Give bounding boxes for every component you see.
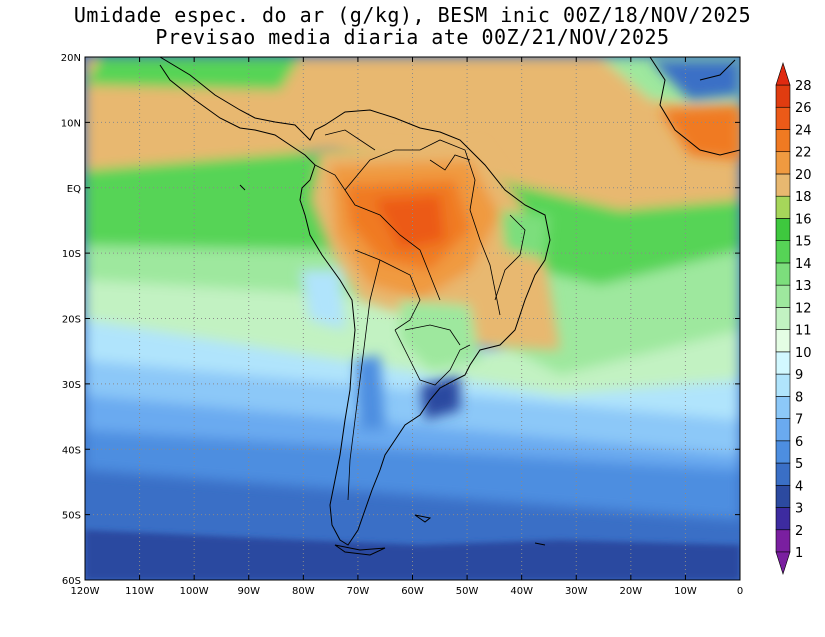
lon-label: 0 (737, 586, 743, 597)
colorbar-segment (775, 84, 791, 108)
colorbar-segment (775, 195, 791, 219)
colorbar-segment (775, 129, 791, 153)
colorbar-segment (775, 396, 791, 419)
lat-label: 50S (62, 511, 81, 522)
colorbar-label: 20 (795, 168, 812, 183)
lon-label: 20W (620, 586, 643, 597)
colorbar-label: 24 (795, 123, 812, 138)
colorbar-segment (775, 329, 791, 353)
colorbar-label: 28 (795, 79, 812, 94)
colorbar-segment (775, 484, 791, 508)
colorbar-label: 4 (795, 479, 803, 494)
colorbar-segment (775, 418, 791, 442)
lat-label: 10N (61, 118, 81, 129)
colorbar-label: 14 (795, 257, 812, 272)
colorbar-segment (775, 173, 791, 197)
lon-label: 50W (456, 586, 479, 597)
colorbar-segment (775, 440, 791, 464)
colorbar-label: 2 (795, 524, 803, 539)
latitude-axis: 20N 10N EQ 10S 20S 30S 40S 50S 60S (61, 53, 740, 587)
map-title-line2: Previsao media diaria ate 00Z/21/NOV/202… (155, 25, 670, 49)
colorbar-top-arrow (775, 62, 791, 86)
lat-label: 10S (62, 249, 81, 260)
colorbar-label: 15 (795, 235, 812, 250)
lon-label: 110W (125, 586, 154, 597)
lon-label: 70W (347, 586, 370, 597)
colorbar-label: 7 (795, 413, 803, 428)
colorbar-segment (775, 151, 791, 175)
colorbar-segment (775, 307, 791, 330)
coastlines (159, 57, 740, 556)
colorbar-segment (775, 106, 791, 130)
lon-label: 90W (237, 586, 260, 597)
country-borders (314, 129, 526, 501)
humidity-field (85, 57, 740, 580)
colorbar-label: 6 (795, 435, 803, 450)
colorbar-segment (775, 351, 791, 375)
lon-label: 100W (180, 586, 209, 597)
lon-label: 40W (510, 586, 533, 597)
lat-label: 60S (62, 576, 81, 587)
lon-label: 30W (565, 586, 588, 597)
colorbar-segment (775, 462, 791, 486)
colorbar-segment (775, 262, 791, 286)
colorbar-label: 12 (795, 301, 812, 316)
colorbar-label: 26 (795, 101, 812, 116)
lat-label: 20N (61, 53, 81, 64)
longitude-axis: 120W 110W 100W 90W 80W 70W 60W 50W 40W 30W 20W 10W 0 (71, 57, 743, 597)
colorbar-label: 9 (795, 368, 803, 383)
colorbar-label: 22 (795, 146, 812, 161)
lon-label: 60W (401, 586, 424, 597)
lat-label: 30S (62, 380, 81, 391)
colorbar-segment (775, 373, 791, 397)
colorbar-label: 16 (795, 212, 812, 227)
colorbar-segment (775, 218, 791, 241)
lon-label: 120W (71, 586, 100, 597)
colorbar-label: 11 (795, 324, 812, 339)
colorbar-label: 5 (795, 457, 803, 472)
lat-label: 40S (62, 445, 81, 456)
colorbar-label: 8 (795, 390, 803, 405)
colorbar-segment (775, 284, 791, 308)
colorbar-label: 3 (795, 502, 803, 517)
lat-label: EQ (67, 184, 81, 195)
map-title-line1: Umidade espec. do ar (g/kg), BESM inic 0… (73, 3, 752, 27)
colorbar-label: 10 (795, 346, 812, 361)
colorbar-segment (775, 507, 791, 531)
colorbar-segment (775, 529, 791, 553)
colorbar-bottom-arrow (775, 551, 791, 575)
colorbar-label: 18 (795, 190, 812, 205)
lat-label: 20S (62, 315, 81, 326)
lon-label: 80W (292, 586, 315, 597)
lon-label: 10W (674, 586, 697, 597)
colorbar-segment (775, 240, 791, 264)
colorbar-label: 1 (795, 546, 803, 561)
colorbar-label: 13 (795, 279, 812, 294)
